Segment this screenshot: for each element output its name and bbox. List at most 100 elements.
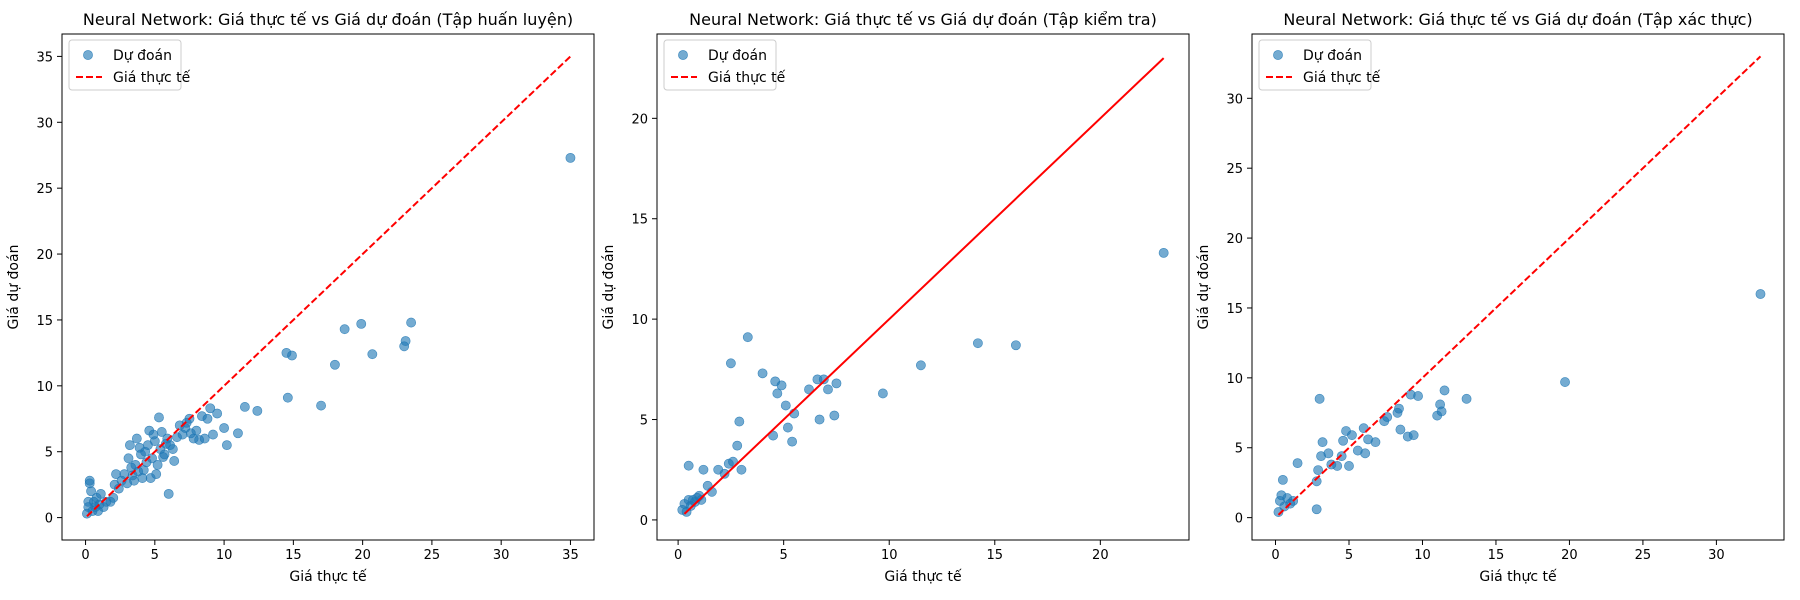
x-tick-label: 0 xyxy=(81,548,89,563)
legend-label-actual: Giá thực tế xyxy=(113,69,191,86)
chart-title: Neural Network: Giá thực tế vs Giá dự đo… xyxy=(83,10,573,29)
data-point xyxy=(149,436,160,447)
data-point xyxy=(199,433,210,444)
data-point xyxy=(565,152,576,163)
data-point xyxy=(1461,393,1472,404)
data-point xyxy=(95,488,106,499)
data-point xyxy=(191,425,202,436)
chart-title: Neural Network: Giá thực tế vs Giá dự đo… xyxy=(1283,10,1752,29)
data-point xyxy=(1344,461,1354,471)
data-point xyxy=(1360,448,1371,459)
y-tick-label: 5 xyxy=(45,446,53,461)
y-tick-label: 15 xyxy=(36,314,53,329)
data-point xyxy=(156,427,167,437)
x-tick-label: 15 xyxy=(285,548,302,563)
legend-label-actual: Giá thực tế xyxy=(708,69,786,86)
x-tick-label: 10 xyxy=(881,548,898,563)
data-point xyxy=(1313,465,1324,476)
data-point xyxy=(1314,393,1325,404)
y-tick-label: 25 xyxy=(1226,162,1243,177)
data-point xyxy=(804,384,814,395)
data-point xyxy=(124,440,135,451)
x-tick-label: 15 xyxy=(1488,548,1505,563)
data-point xyxy=(787,436,798,447)
data-point xyxy=(221,440,232,451)
legend-marker-predicted xyxy=(83,50,93,60)
legend-label-predicted: Dự đoán xyxy=(708,48,767,64)
x-tick-label: 20 xyxy=(1092,548,1109,563)
legend-label-actual: Giá thực tế xyxy=(1303,69,1381,86)
data-point xyxy=(1317,437,1328,448)
data-point xyxy=(356,318,367,329)
data-point xyxy=(159,449,170,460)
y-tick-label: 30 xyxy=(36,116,53,131)
y-tick-label: 15 xyxy=(631,213,648,228)
data-point xyxy=(339,324,350,335)
data-point xyxy=(169,456,180,466)
data-point xyxy=(814,414,825,425)
data-point xyxy=(1336,451,1347,462)
data-point xyxy=(1436,406,1447,417)
y-tick-label: 20 xyxy=(36,248,53,263)
data-point xyxy=(330,359,340,370)
data-point xyxy=(367,349,378,360)
data-point xyxy=(698,464,709,475)
data-point xyxy=(1292,458,1303,469)
legend: Dự đoán Giá thực tế xyxy=(663,39,786,91)
x-tick-label: 5 xyxy=(780,548,788,563)
data-point xyxy=(239,402,250,412)
data-point xyxy=(915,360,926,371)
x-tick-label: 30 xyxy=(1708,548,1725,563)
x-tick-label: 25 xyxy=(424,548,441,563)
data-point xyxy=(205,403,216,414)
data-point xyxy=(287,350,297,361)
chart-panel-3: Neural Network: Giá thực tế vs Giá dự đo… xyxy=(1196,10,1785,585)
data-point xyxy=(818,374,829,385)
data-point xyxy=(1323,448,1334,459)
data-point xyxy=(742,332,753,343)
data-point xyxy=(732,440,743,451)
data-point xyxy=(219,423,229,433)
data-point xyxy=(86,486,96,497)
data-point xyxy=(772,388,783,399)
data-point xyxy=(151,469,162,480)
data-point xyxy=(776,380,787,391)
y-tick-label: 10 xyxy=(631,313,648,328)
x-tick-label: 0 xyxy=(674,548,682,563)
data-point xyxy=(780,400,791,411)
data-point xyxy=(152,459,163,470)
data-point xyxy=(768,430,779,441)
legend-marker-predicted xyxy=(678,50,688,60)
y-tick-label: 30 xyxy=(1226,92,1243,107)
data-point xyxy=(1158,247,1169,258)
data-point xyxy=(725,358,736,369)
data-point xyxy=(1439,385,1450,396)
data-point xyxy=(782,422,793,433)
data-point xyxy=(84,475,95,486)
data-point xyxy=(282,392,293,403)
legend-label-predicted: Dự đoán xyxy=(113,48,172,64)
y-tick-label: 5 xyxy=(1235,442,1243,457)
data-point xyxy=(123,453,134,464)
x-tick-label: 10 xyxy=(216,548,233,563)
plot-frame xyxy=(656,33,1190,541)
data-point xyxy=(829,410,840,421)
legend-label-predicted: Dự đoán xyxy=(1303,48,1362,64)
plot-frame xyxy=(1251,33,1785,541)
data-point xyxy=(736,464,747,475)
y-tick-label: 0 xyxy=(1235,512,1243,527)
reference-line xyxy=(683,57,1165,515)
data-point xyxy=(1755,289,1766,299)
data-point xyxy=(316,400,326,411)
data-point xyxy=(1277,474,1288,485)
y-tick-label: 10 xyxy=(1226,372,1243,387)
chart-panel-1: Neural Network: Giá thực tế vs Giá dự đo… xyxy=(6,10,595,585)
data-point xyxy=(167,444,178,454)
data-point xyxy=(1332,461,1343,471)
x-tick-label: 15 xyxy=(987,548,1004,563)
data-point xyxy=(1338,435,1349,446)
x-tick-label: 25 xyxy=(1635,548,1652,563)
legend-marker-predicted xyxy=(1273,50,1283,60)
legend: Dự đoán Giá thực tế xyxy=(68,39,191,91)
chart-title: Neural Network: Giá thực tế vs Giá dự đo… xyxy=(689,10,1157,29)
